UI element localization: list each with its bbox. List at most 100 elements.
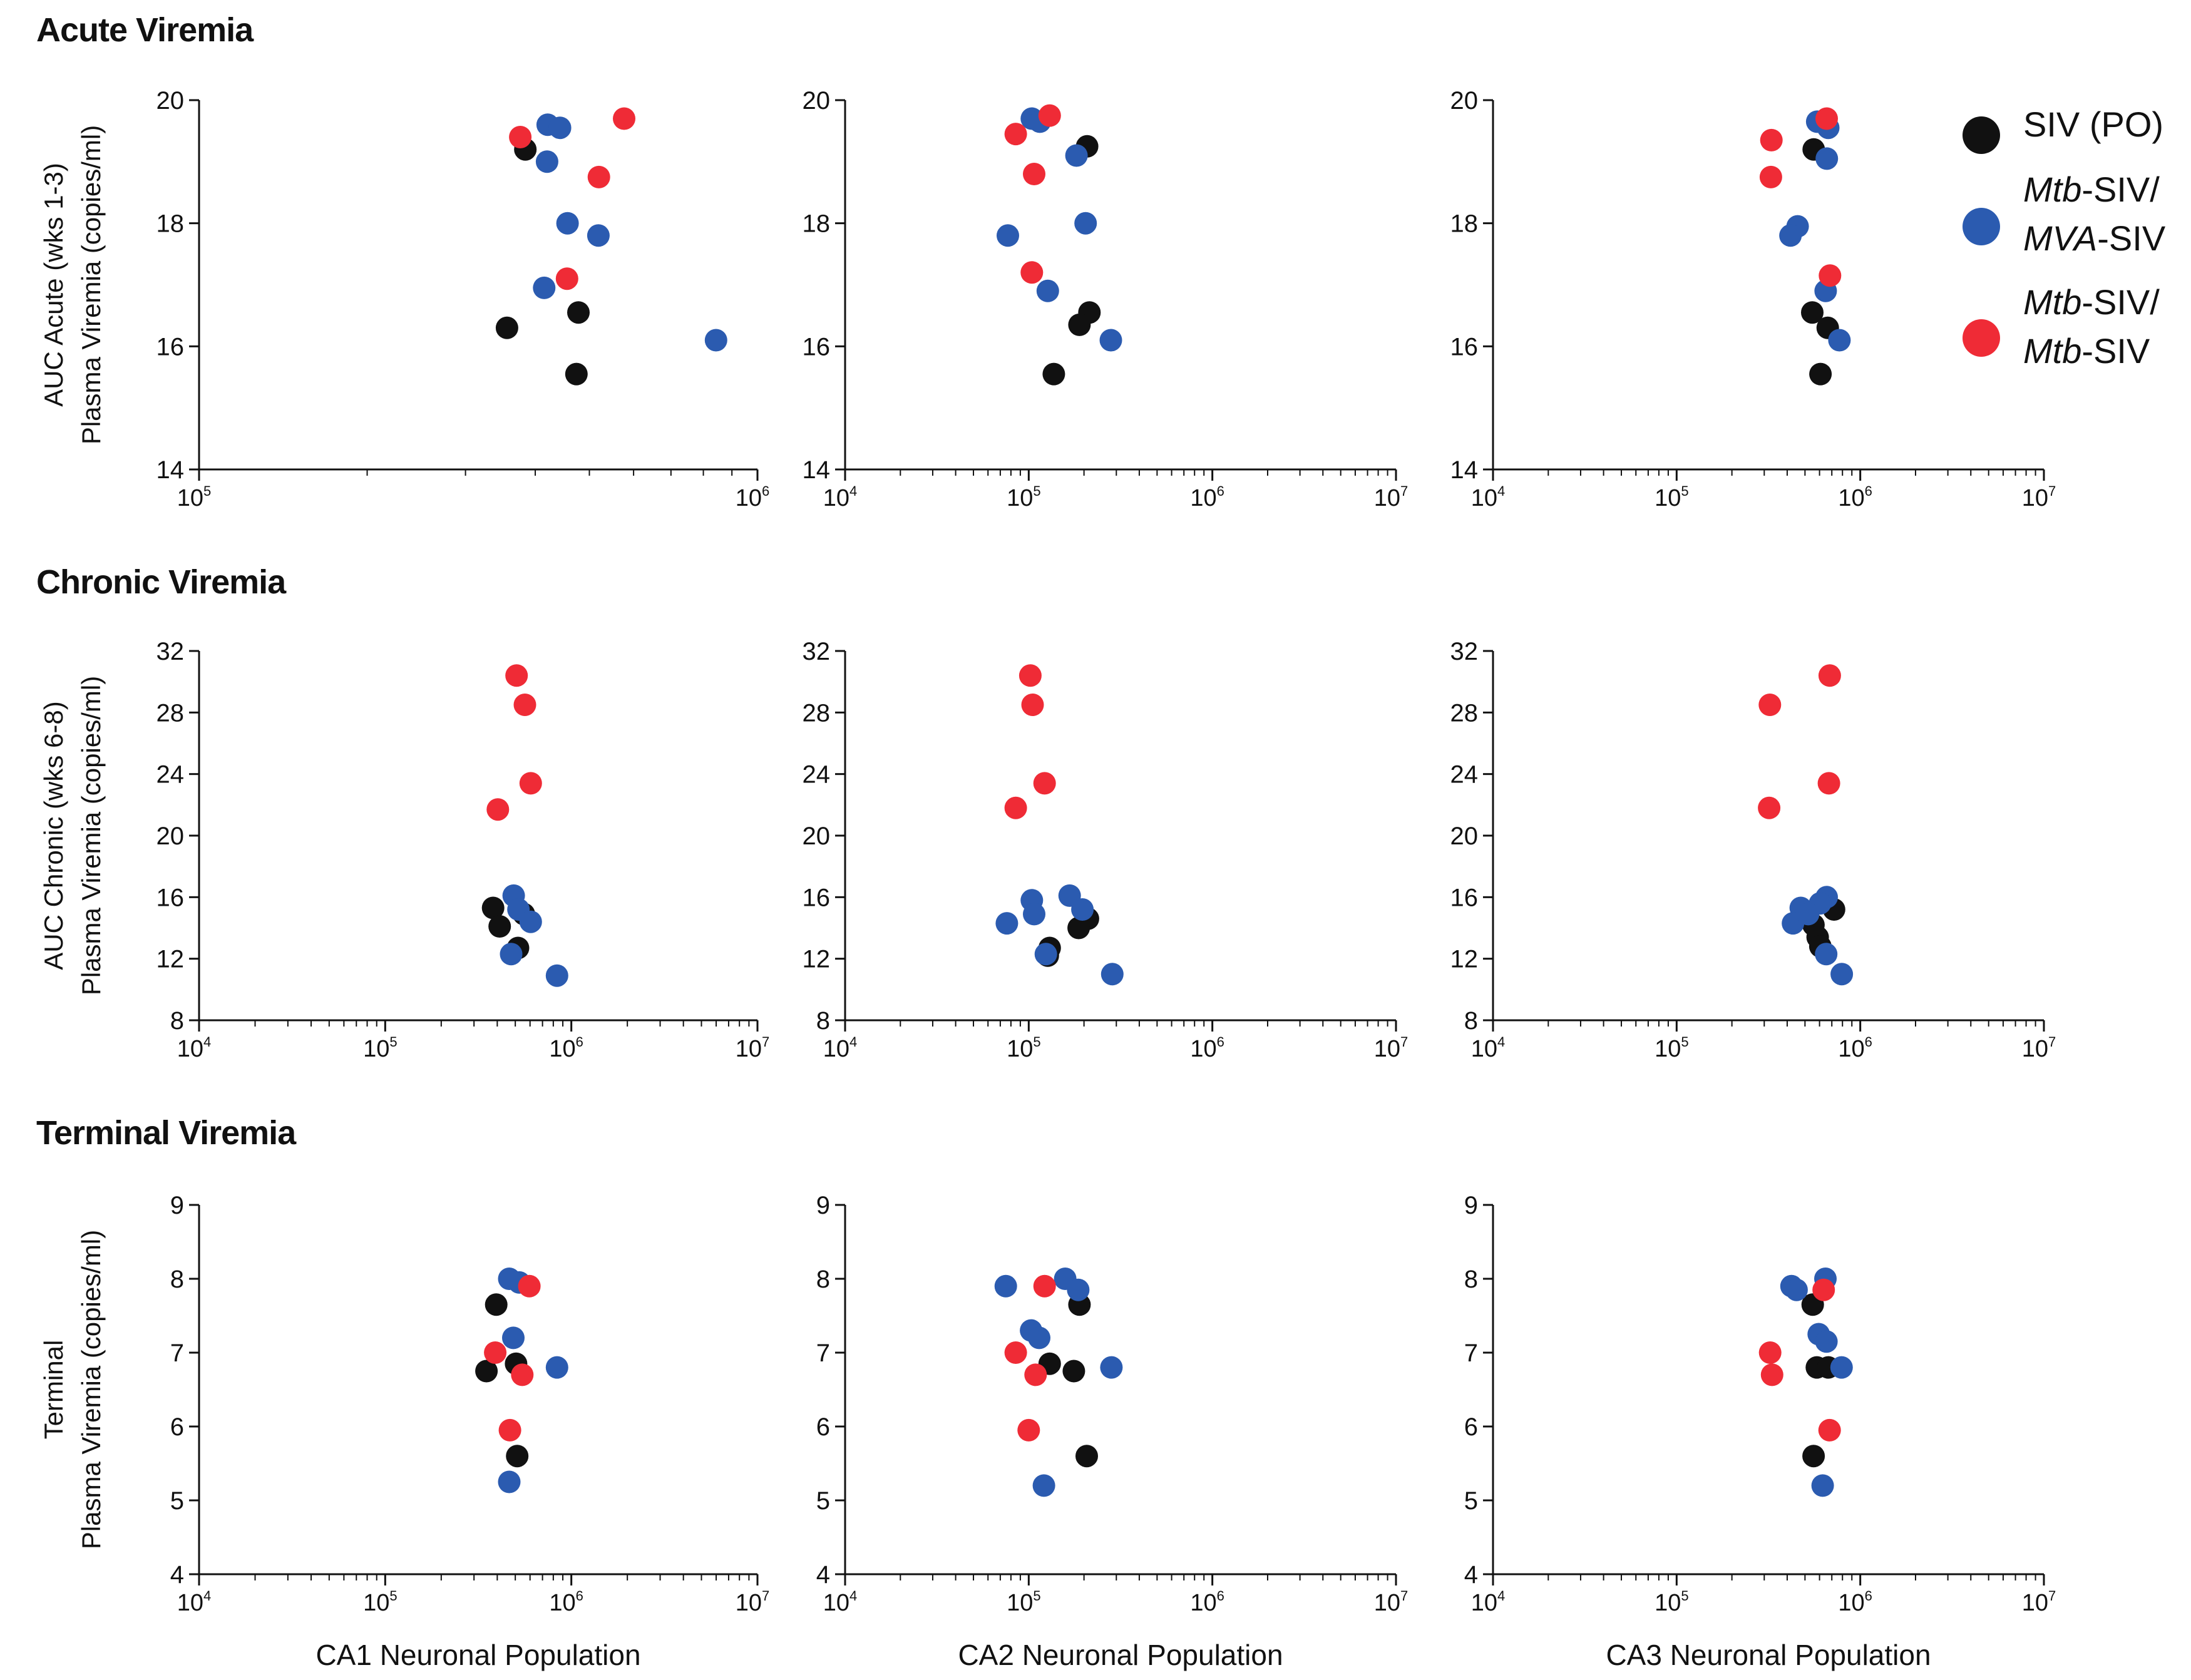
point-mtb_mva [1101,963,1124,986]
y-tick-label: 14 [803,456,831,484]
legend-marker-mtb_mtb [1963,319,2000,357]
y-tick-label: 28 [803,699,831,727]
x-tick-label: 106 [549,1588,583,1616]
x-tick-label: 105 [1007,1588,1041,1616]
point-mtb_mva [994,1274,1017,1298]
y-axis-label-line1: AUC Acute (wks 1-3) [39,163,68,407]
x-axis-label: CA1 Neuronal Population [316,1639,640,1671]
point-mtb_mtb [1760,1363,1783,1386]
y-tick-label: 20 [156,87,185,115]
section-title-acute: Acute Viremia [36,11,254,49]
x-tick-label: 105 [1655,483,1689,511]
point-mtb_mva [502,1326,525,1350]
point-mtb_mva [1785,1278,1808,1301]
x-tick-label: 106 [1190,483,1224,511]
legend-label-mtb_mtb: Mtb-SIV/ [2023,282,2160,322]
legend-item-siv_po: SIV (PO) [1963,105,2163,154]
point-mtb_mtb [1760,128,1783,151]
point-mtb_mtb [1020,261,1044,284]
point-mtb_mva [498,1470,521,1493]
x-tick-label: 107 [2022,1588,2056,1616]
point-siv_po [495,316,518,339]
scatter-panel-r0c0: 14 16 18 20 105 106 AUC Acute (wks 1-3) Plasma … [39,87,769,511]
point-mtb_mva [533,276,556,299]
y-tick-label: 32 [156,638,185,665]
x-tick-label: 107 [736,1588,770,1616]
point-mtb_mtb [1021,694,1044,716]
point-mtb_mtb [1004,123,1027,146]
x-tick-label: 104 [1471,1034,1506,1062]
point-mtb_mtb [498,1418,521,1442]
y-tick-label: 16 [803,884,831,911]
point-siv_po [481,896,505,919]
point-mtb_mtb [1815,107,1838,130]
scatter-panel-r2c0: 4 5 6 7 8 9 104 105 106 107 Terminal Plasma Viremia… [39,1192,769,1671]
point-mtb_mva [1100,1356,1123,1379]
point-mtb_mtb [1758,694,1782,716]
point-mtb_mva [548,116,572,140]
axes [844,651,1396,1022]
x-tick-label: 104 [823,483,858,511]
y-tick-label: 24 [1450,761,1479,789]
y-tick-label: 20 [803,87,831,115]
legend-item-mtb_mva: Mtb-SIV/MVA-SIV [1963,170,2166,258]
y-tick-label: 16 [156,884,185,911]
point-mtb_mtb [555,267,578,290]
point-mtb_mtb [1038,104,1061,127]
point-mtb_mva [1797,903,1820,926]
point-mtb_mva [1028,1326,1050,1350]
point-mtb_mva [587,224,610,247]
point-mtb_mtb [1023,163,1045,185]
point-mtb_mva [1828,329,1851,352]
point-mtb_mtb [1758,796,1781,819]
y-tick-label: 18 [1450,210,1479,238]
legend-marker-siv_po [1963,116,2000,154]
x-tick-label: 106 [1190,1588,1224,1616]
point-mtb_mva [545,1356,568,1379]
y-axis-label-line2: Plasma Viremia (copies/ml) [76,1230,106,1549]
point-mtb_mtb [484,1341,507,1364]
point-mtb_mva [1074,212,1097,235]
x-tick-label: 107 [1374,483,1408,511]
axes [198,1205,757,1575]
point-mtb_mva [535,150,558,173]
x-tick-label: 107 [1374,1034,1408,1062]
point-mtb_mva [1099,329,1122,352]
y-tick-label: 7 [170,1339,184,1367]
point-siv_po [1801,301,1824,324]
point-mtb_mtb [509,126,532,148]
point-mtb_mtb [505,664,528,687]
point-mtb_mtb [1812,1278,1835,1301]
y-tick-label: 12 [156,946,185,973]
y-tick-label: 18 [156,210,185,238]
point-siv_po [1809,362,1832,386]
y-tick-label: 16 [1450,884,1479,911]
y-axis-label-line2: Plasma Viremia (copies/ml) [76,676,106,995]
y-axis-label-line1: AUC Chronic (wks 6-8) [39,701,68,970]
y-tick-label: 7 [1464,1339,1478,1367]
y-tick-label: 20 [803,822,831,850]
point-siv_po [475,1360,498,1383]
point-mtb_mva [1779,224,1802,247]
x-tick-label: 106 [1838,483,1872,511]
point-mtb_mtb [511,1363,534,1386]
y-tick-label: 8 [816,1007,830,1035]
legend-label-mtb_mva: MVA-SIV [2023,218,2166,258]
y-tick-label: 9 [816,1192,830,1219]
point-mtb_mtb [518,1274,541,1298]
y-tick-label: 8 [170,1007,184,1035]
point-siv_po [567,301,590,324]
y-tick-label: 5 [170,1487,184,1515]
x-axis-label: CA2 Neuronal Population [958,1639,1283,1671]
x-tick-label: 106 [736,483,770,511]
point-mtb_mva [1023,903,1045,926]
point-mtb_mtb [1818,664,1841,687]
x-tick-label: 106 [1838,1588,1872,1616]
x-tick-label: 104 [1471,483,1506,511]
point-mtb_mva [545,964,568,987]
point-mtb_mva [1032,1474,1055,1497]
point-siv_po [1068,313,1091,336]
x-tick-label: 104 [823,1034,858,1062]
